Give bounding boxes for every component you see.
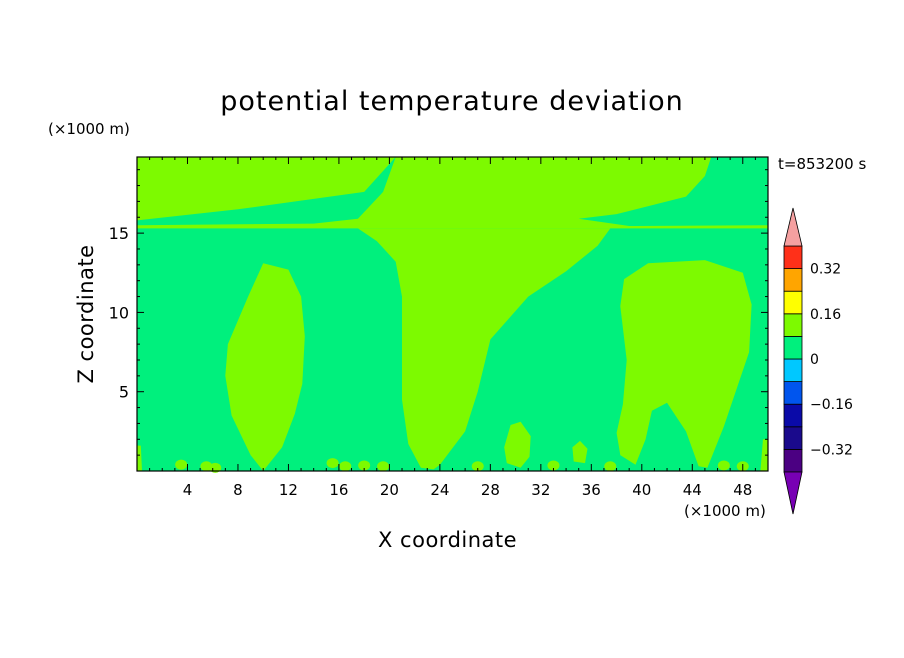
warm-bubble: [604, 461, 617, 472]
colorbar-segment: [783, 335, 803, 360]
time-label: t=853200 s: [778, 155, 867, 173]
x-tick-label: 8: [233, 481, 243, 499]
colorbar-tick-label: −0.32: [810, 442, 853, 458]
colorbar-tick-label: 0: [810, 352, 819, 368]
colorbar-tick-label: 0.16: [810, 307, 841, 323]
x-tick-label: 44: [683, 481, 702, 499]
colorbar-tick-label: −0.16: [810, 397, 853, 413]
warm-region-blob-30: [504, 421, 531, 468]
warm-region-blob-35: [572, 440, 588, 464]
y-tick-label: 15: [109, 224, 129, 243]
warm-region-bottom-right-spike: [760, 439, 768, 471]
x-tick-label: 28: [481, 481, 500, 499]
warm-bubble: [377, 461, 390, 472]
x-tick-label: 16: [329, 481, 348, 499]
colorbar-segment: [783, 268, 803, 292]
y-axis-label: Z coordinate: [74, 244, 98, 384]
warm-bubble: [471, 461, 484, 472]
x-tick-label: 40: [632, 481, 651, 499]
warm-region-upper-band: [137, 157, 768, 229]
z-axis-units: (×1000 m): [48, 120, 130, 138]
colorbar-segment: [783, 381, 803, 405]
warm-bubble: [547, 460, 560, 471]
colorbar-segment: [783, 403, 803, 428]
colorbar-segment: [783, 448, 803, 473]
y-tick-label: 5: [119, 383, 129, 402]
x-tick-label: 12: [279, 481, 298, 499]
colorbar-segment: [783, 358, 803, 383]
x-axis-label: X coordinate: [378, 528, 518, 552]
warm-bubble: [326, 458, 339, 469]
colorbar-over-arrow: [783, 207, 803, 247]
warm-region-left-plume: [225, 263, 305, 471]
x-tick-label: 24: [430, 481, 449, 499]
x-tick-label: 48: [733, 481, 752, 499]
x-tick-label: 20: [380, 481, 399, 499]
colorbar-segment: [783, 245, 803, 270]
warm-region-upper-left-lobe: [137, 157, 396, 221]
x-tick-label: 36: [582, 481, 601, 499]
warm-bubble: [339, 461, 352, 472]
colorbar-segment: [783, 290, 803, 315]
warm-bubble: [358, 460, 371, 471]
warm-region-central-funnel: [357, 228, 611, 470]
x-tick-label: 32: [531, 481, 550, 499]
warm-bubble: [717, 460, 730, 471]
warm-bubble: [175, 459, 188, 470]
colorbar-segment: [783, 426, 803, 450]
warm-region-bottom-left-spike: [137, 445, 142, 471]
colorbar-tick-label: 0.32: [810, 262, 841, 278]
colorbar-under-arrow: [783, 471, 803, 515]
x-axis-units: (×1000 m): [684, 502, 766, 520]
y-tick-label: 10: [109, 303, 129, 322]
chart-title: potential temperature deviation: [220, 86, 684, 117]
warm-region-right-plume: [616, 260, 752, 468]
x-tick-label: 4: [183, 481, 193, 499]
colorbar-segment: [783, 313, 803, 337]
